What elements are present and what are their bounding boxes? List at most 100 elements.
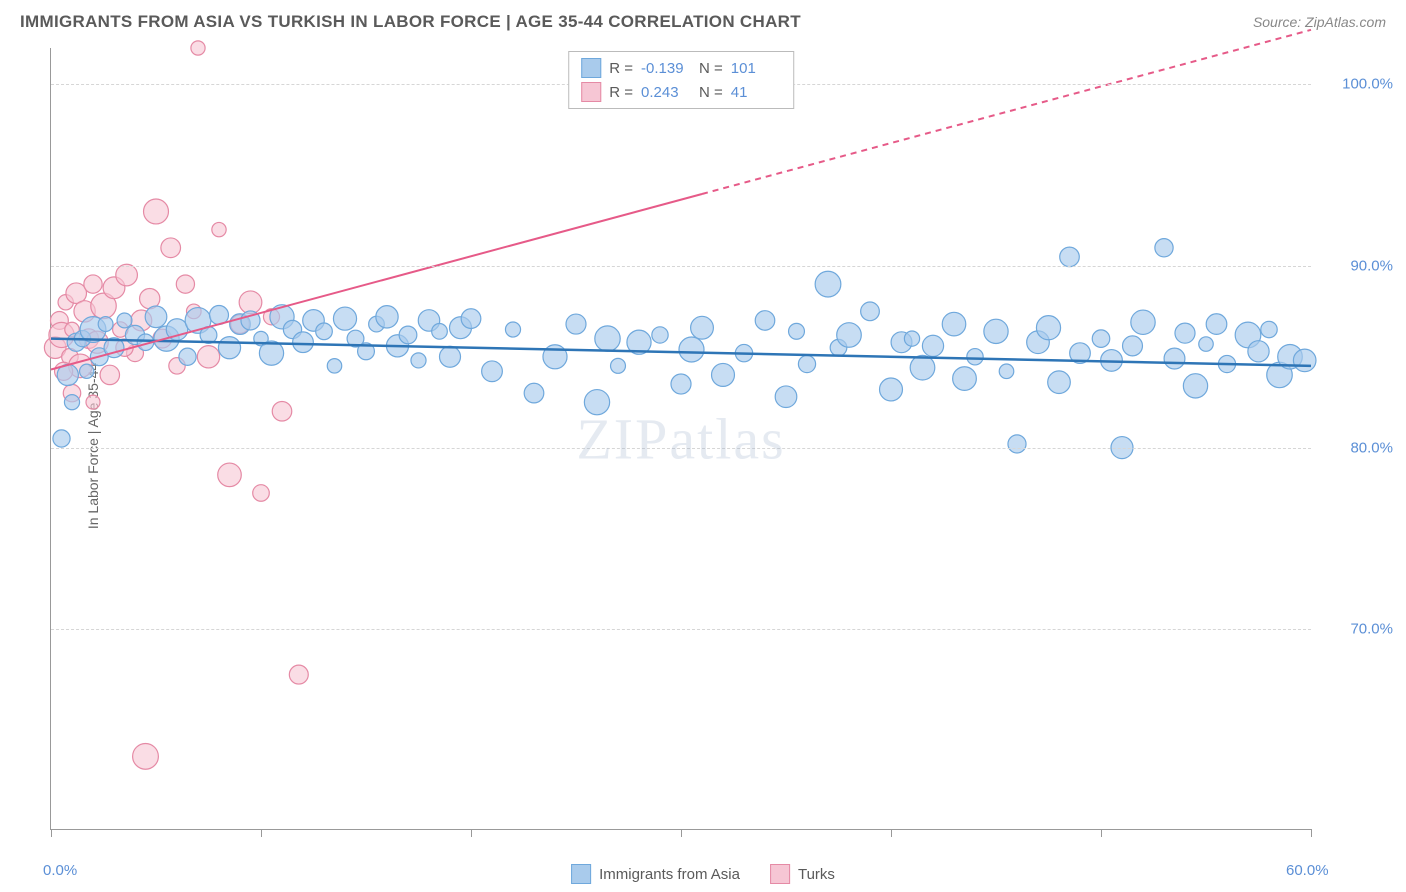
chart-header: IMMIGRANTS FROM ASIA VS TURKISH IN LABOR… (0, 0, 1406, 40)
y-tick-label: 80.0% (1350, 439, 1393, 456)
data-point (712, 363, 735, 386)
data-point (432, 324, 448, 340)
data-point (999, 364, 1014, 379)
data-point (789, 323, 805, 339)
data-point (212, 222, 226, 236)
data-point (80, 364, 94, 378)
y-tick-label: 70.0% (1350, 621, 1393, 638)
data-point (253, 485, 270, 502)
x-tick (681, 829, 682, 837)
bottom-legend: Immigrants from Asia Turks (571, 864, 835, 884)
r-label: R = (609, 60, 633, 77)
data-point (1293, 349, 1316, 372)
data-point (399, 326, 417, 344)
data-point (482, 361, 503, 382)
data-point (1131, 310, 1155, 334)
data-point (1092, 330, 1110, 348)
data-point (837, 323, 862, 348)
chart-plot-area: R = -0.139 N = 101 R = 0.243 N = 41 ZIPa… (50, 48, 1311, 830)
gridline (51, 448, 1311, 449)
legend-item-asia: Immigrants from Asia (571, 864, 740, 884)
n-label: N = (699, 84, 723, 101)
data-point (100, 365, 119, 384)
data-point (984, 319, 1008, 343)
chart-title: IMMIGRANTS FROM ASIA VS TURKISH IN LABOR… (20, 12, 801, 32)
data-point (161, 238, 181, 258)
data-point (798, 355, 815, 372)
x-tick (1311, 829, 1312, 837)
data-point (652, 327, 668, 343)
data-point (595, 326, 620, 351)
data-point (880, 378, 903, 401)
data-point (1155, 239, 1173, 257)
legend-swatch-asia (571, 864, 591, 884)
r-value-turks: 0.243 (641, 84, 691, 101)
data-point (176, 275, 194, 293)
data-point (316, 323, 333, 340)
data-point (64, 395, 79, 410)
data-point (691, 316, 714, 339)
color-swatch-asia (581, 58, 601, 78)
data-point (98, 317, 113, 332)
data-point (145, 306, 167, 328)
x-tick (891, 829, 892, 837)
data-point (1036, 316, 1060, 340)
data-point (1206, 314, 1227, 335)
data-point (1248, 341, 1269, 362)
x-tick-label: 60.0% (1286, 862, 1329, 879)
data-point (1175, 323, 1195, 343)
data-point (815, 271, 841, 297)
x-tick-label: 0.0% (43, 862, 77, 879)
data-point (84, 275, 102, 293)
color-swatch-turks (581, 82, 601, 102)
data-point (116, 264, 138, 286)
data-point (439, 346, 460, 367)
data-point (524, 383, 544, 403)
r-value-asia: -0.139 (641, 60, 691, 77)
gridline (51, 266, 1311, 267)
data-point (293, 332, 314, 353)
data-point (1261, 321, 1277, 337)
data-point (197, 346, 219, 368)
legend-swatch-turks (770, 864, 790, 884)
data-point (376, 306, 398, 328)
data-point (1183, 374, 1207, 398)
stats-row-asia: R = -0.139 N = 101 (581, 56, 781, 80)
scatter-plot-svg (51, 48, 1311, 829)
x-tick (471, 829, 472, 837)
data-point (218, 463, 242, 487)
data-point (327, 359, 341, 373)
stats-row-turks: R = 0.243 N = 41 (581, 80, 781, 104)
data-point (1123, 336, 1143, 356)
legend-item-turks: Turks (770, 864, 835, 884)
x-tick (51, 829, 52, 837)
data-point (1164, 348, 1185, 369)
legend-label-asia: Immigrants from Asia (599, 866, 740, 883)
n-value-asia: 101 (731, 60, 781, 77)
data-point (942, 312, 966, 336)
y-tick-label: 100.0% (1342, 76, 1393, 93)
data-point (461, 309, 481, 329)
data-point (679, 337, 704, 362)
data-point (1048, 371, 1071, 394)
data-point (953, 367, 977, 391)
data-point (117, 313, 132, 328)
y-tick-label: 90.0% (1350, 257, 1393, 274)
n-value-turks: 41 (731, 84, 781, 101)
data-point (861, 302, 880, 321)
data-point (411, 353, 426, 368)
data-point (53, 430, 70, 447)
data-point (922, 335, 943, 356)
x-tick (261, 829, 262, 837)
data-point (671, 374, 691, 394)
data-point (505, 322, 520, 337)
data-point (86, 395, 100, 409)
data-point (904, 331, 919, 346)
r-label: R = (609, 84, 633, 101)
gridline (51, 629, 1311, 630)
data-point (1060, 247, 1080, 267)
data-point (967, 349, 983, 365)
data-point (191, 41, 205, 55)
data-point (333, 307, 356, 330)
chart-source: Source: ZipAtlas.com (1253, 14, 1386, 30)
